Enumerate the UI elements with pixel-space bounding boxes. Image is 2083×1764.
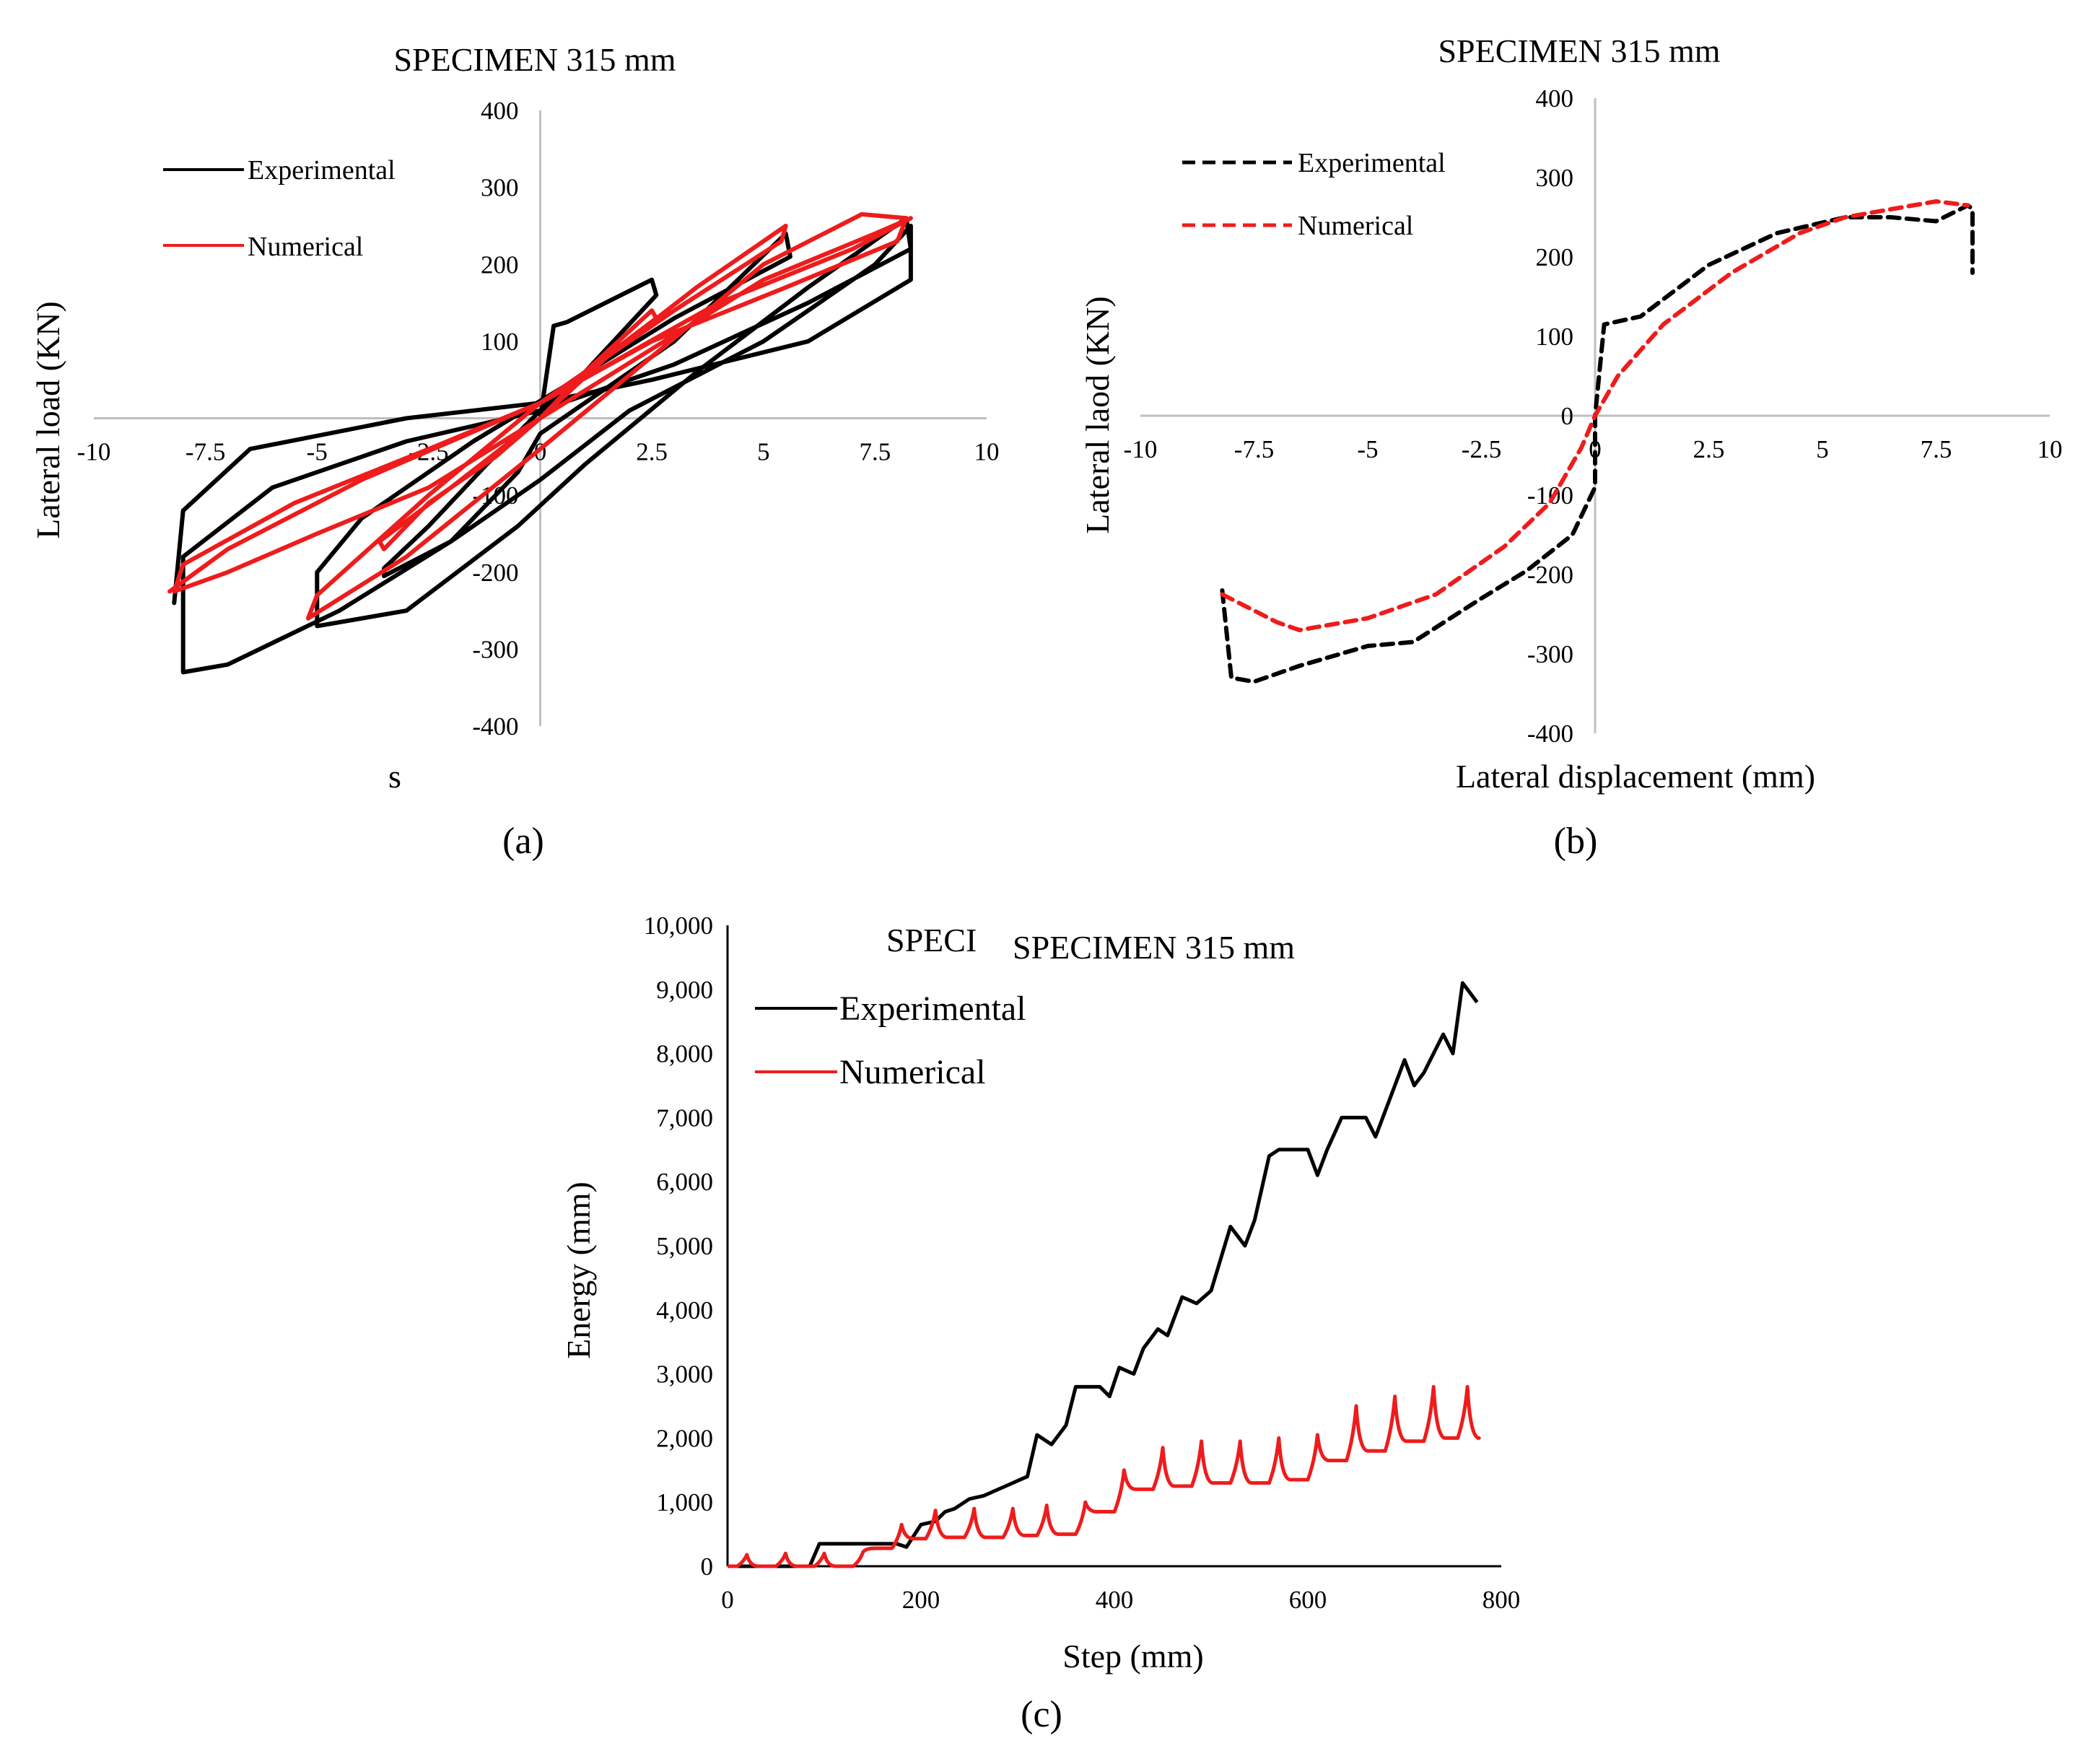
legend-label-numerical: Numerical	[1298, 211, 1413, 241]
y-tick-label: 7,000	[656, 1104, 713, 1132]
x-tick-label: 10	[2038, 435, 2063, 463]
y-tick-label: 100	[1536, 323, 1574, 351]
x-tick-label: 5	[757, 438, 770, 466]
y-tick-label: 400	[481, 97, 519, 125]
chart-b-ylabel: Lateral laod (KN)	[1079, 296, 1116, 534]
chart-c-series	[728, 981, 1481, 1568]
x-tick-label: -2.5	[1462, 435, 1501, 463]
series-line-numerical	[728, 1384, 1481, 1568]
x-tick-label: -10	[1124, 435, 1158, 463]
y-tick-label: 0	[1561, 402, 1574, 430]
y-tick-label: -300	[472, 635, 518, 663]
legend-label-experimental: Experimental	[839, 990, 1026, 1028]
chart-b-title: SPECIMEN 315 mm	[1438, 32, 1720, 69]
chart-c: SPECI SPECIMEN 315 mm 0 200 400 600 800 10,00…	[560, 912, 1520, 1735]
legend-label-experimental: Experimental	[1298, 148, 1446, 178]
y-tick-label: 9,000	[656, 976, 713, 1004]
y-tick-label: 4,000	[656, 1296, 713, 1324]
y-tick-label: 5,000	[656, 1232, 713, 1260]
y-tick-label: 300	[481, 174, 519, 202]
chart-a-legend: Experimental Numerical	[163, 155, 396, 262]
x-tick-label: -7.5	[185, 438, 225, 466]
y-tick-label: 6,000	[656, 1168, 713, 1196]
y-tick-label: -200	[472, 559, 518, 587]
chart-b-series	[1220, 199, 1975, 684]
chart-b-xlabel: Lateral displacement (mm)	[1456, 758, 1815, 795]
legend-label-experimental: Experimental	[248, 155, 396, 185]
y-tick-label: 10,000	[644, 912, 713, 940]
chart-a-xlabel: s	[388, 758, 401, 795]
x-tick-label: 2.5	[1693, 435, 1725, 463]
y-tick-label: 400	[1536, 84, 1574, 113]
chart-a: SPECIMEN 315 mm -10 -7.5 -5 -2.5 0 2.5 5 7.5 104…	[30, 41, 1000, 862]
x-tick-label: 800	[1482, 1586, 1521, 1614]
y-tick-label: 200	[1536, 243, 1574, 271]
series-line-experimental	[728, 981, 1479, 1568]
chart-c-title-fragment: SPECI	[886, 922, 977, 959]
chart-c-xlabel: Step (mm)	[1062, 1638, 1203, 1675]
y-tick-label: -300	[1527, 640, 1573, 668]
y-tick-label: 1,000	[656, 1488, 713, 1516]
chart-b: SPECIMEN 315 mm -10 -7.5 -5 -2.5 0 2.5 5 7.5 10 4…	[1079, 32, 2063, 862]
chart-a-series	[167, 211, 913, 675]
y-tick-label: -400	[472, 712, 518, 741]
legend-label-numerical: Numerical	[839, 1053, 986, 1091]
y-tick-label: -400	[1527, 720, 1573, 748]
y-tick-label: 2,000	[656, 1424, 713, 1452]
y-tick-label: 300	[1536, 164, 1574, 192]
x-tick-label: 5	[1816, 435, 1829, 463]
chart-c-ylabel: Energy (mm)	[560, 1182, 597, 1359]
chart-c-caption: (c)	[1021, 1694, 1062, 1735]
x-tick-label: 2.5	[636, 438, 668, 466]
x-tick-label: -5	[1357, 435, 1378, 463]
y-tick-label: 100	[481, 328, 519, 356]
series-line-experimental	[172, 216, 913, 675]
x-tick-label: 600	[1289, 1586, 1327, 1614]
chart-c-axes: 0 200 400 600 800 10,000 9,000 8,000 7,000 6,000 5…	[644, 912, 1521, 1614]
x-tick-label: 200	[902, 1586, 940, 1614]
x-tick-label: 10	[974, 438, 1000, 466]
chart-a-ylabel: Lateral load (KN)	[30, 301, 66, 539]
legend-label-numerical: Numerical	[248, 232, 363, 262]
chart-a-title: SPECIMEN 315 mm	[393, 41, 676, 78]
chart-b-caption: (b)	[1554, 821, 1598, 862]
series-line-numerical	[167, 211, 913, 621]
x-tick-label: -10	[77, 438, 111, 466]
x-tick-label: 0	[721, 1586, 734, 1614]
chart-c-legend: Experimental Numerical	[755, 990, 1026, 1091]
x-tick-label: 7.5	[1921, 435, 1952, 463]
chart-c-title: SPECIMEN 315 mm	[1013, 929, 1295, 966]
chart-a-caption: (a)	[502, 821, 544, 862]
chart-b-legend: Experimental Numerical	[1182, 148, 1446, 241]
y-tick-label: 0	[701, 1553, 714, 1581]
chart-b-axes: -10 -7.5 -5 -2.5 0 2.5 5 7.5 10 400 300 200 100 0 -100…	[1124, 84, 2063, 748]
y-tick-label: 200	[481, 250, 519, 279]
y-tick-label: -100	[1527, 481, 1573, 510]
x-tick-label: -7.5	[1234, 435, 1274, 463]
x-tick-label: 400	[1096, 1586, 1134, 1614]
x-tick-label: 0	[1589, 435, 1602, 463]
x-tick-label: 7.5	[860, 438, 891, 466]
y-tick-label: 3,000	[656, 1361, 713, 1389]
x-tick-label: -5	[307, 438, 328, 466]
series-line-numerical	[1220, 199, 1970, 632]
y-tick-label: 8,000	[656, 1040, 713, 1068]
